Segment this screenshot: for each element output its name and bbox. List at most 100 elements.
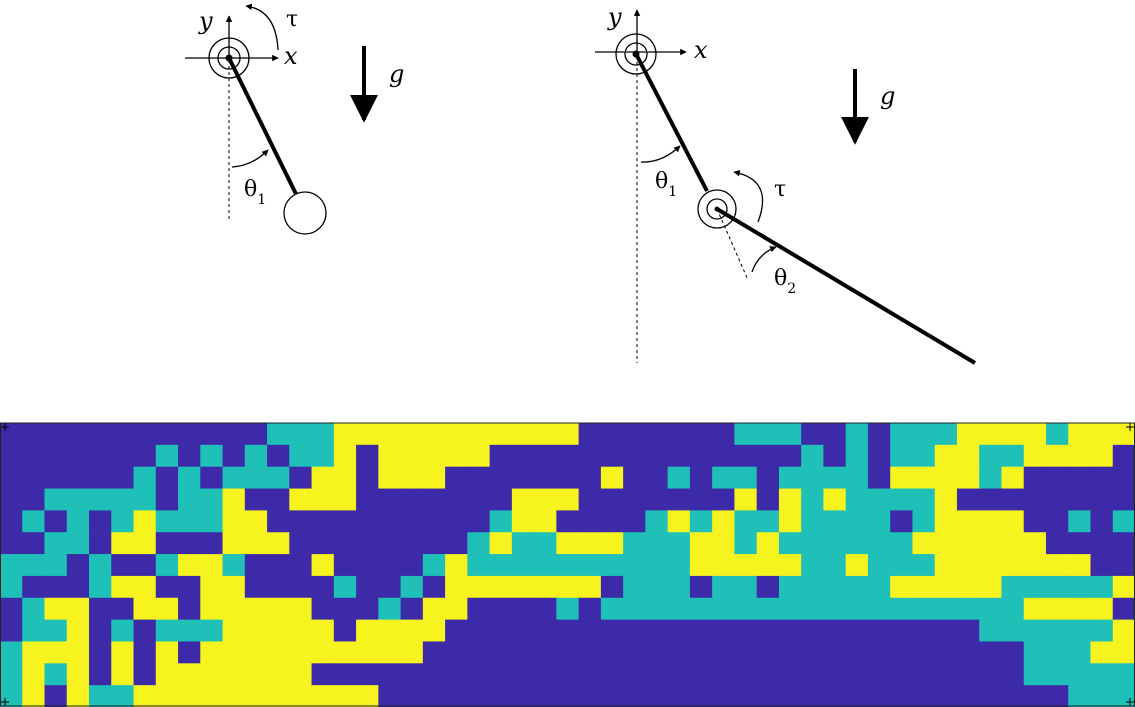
policy-cell bbox=[756, 641, 780, 664]
policy-cell bbox=[712, 488, 736, 511]
policy-cell bbox=[133, 619, 157, 643]
policy-cell bbox=[867, 532, 891, 555]
policy-cell bbox=[600, 685, 624, 707]
policy-cell bbox=[667, 488, 691, 511]
policy-cell bbox=[979, 597, 1003, 621]
policy-cell bbox=[1023, 532, 1047, 555]
policy-cell bbox=[979, 444, 1003, 468]
policy-cell bbox=[445, 466, 468, 490]
policy-cell bbox=[467, 444, 491, 468]
policy-cell bbox=[311, 663, 335, 686]
policy-cell bbox=[333, 488, 357, 511]
policy-cell bbox=[534, 554, 557, 577]
policy-cell bbox=[422, 597, 446, 621]
policy-cell bbox=[66, 685, 90, 707]
policy-cell bbox=[155, 619, 179, 643]
policy-cell bbox=[378, 488, 402, 511]
policy-cell bbox=[489, 619, 513, 643]
policy-cell bbox=[600, 663, 624, 686]
pendulum-rod bbox=[227, 57, 298, 195]
policy-cell bbox=[178, 663, 201, 686]
policy-cell bbox=[44, 619, 68, 643]
policy-cell bbox=[956, 685, 980, 707]
policy-cell bbox=[979, 685, 1003, 707]
policy-cell bbox=[311, 619, 335, 643]
policy-cell bbox=[133, 554, 157, 577]
angle1-arc bbox=[640, 145, 681, 163]
policy-cell bbox=[511, 641, 535, 664]
policy-cell bbox=[378, 619, 402, 643]
policy-cell bbox=[556, 663, 580, 686]
policy-cell bbox=[778, 510, 802, 533]
policy-cell bbox=[623, 575, 646, 599]
policy-cell bbox=[956, 466, 980, 490]
policy-cell bbox=[756, 619, 780, 643]
policy-cell bbox=[1068, 619, 1092, 643]
policy-cell bbox=[44, 466, 68, 490]
policy-cell bbox=[489, 444, 513, 468]
lower-link bbox=[715, 207, 977, 365]
policy-cell bbox=[823, 685, 847, 707]
pivot-inner-ring bbox=[624, 42, 648, 66]
policy-cell bbox=[890, 575, 914, 599]
policy-cell bbox=[200, 423, 224, 446]
policy-cell bbox=[311, 575, 335, 599]
policy-cell bbox=[378, 685, 402, 707]
policy-cell bbox=[756, 575, 780, 599]
angle-subscript: 1 bbox=[257, 192, 266, 208]
policy-cell bbox=[1045, 423, 1069, 446]
policy-cell bbox=[534, 597, 557, 621]
policy-cell bbox=[623, 663, 646, 686]
policy-cell bbox=[111, 619, 135, 643]
policy-cell bbox=[1023, 663, 1047, 686]
policy-cell bbox=[623, 554, 646, 577]
policy-cell bbox=[333, 423, 357, 446]
policy-cell bbox=[823, 488, 847, 511]
policy-cell bbox=[0, 532, 23, 555]
policy-cell bbox=[845, 510, 869, 533]
policy-cell bbox=[178, 510, 201, 533]
policy-cell bbox=[89, 423, 112, 446]
policy-cell bbox=[44, 641, 68, 664]
policy-cell bbox=[1090, 554, 1114, 577]
policy-cell bbox=[1112, 488, 1135, 511]
policy-cell bbox=[578, 663, 602, 686]
policy-cell bbox=[89, 663, 112, 686]
policy-cell bbox=[823, 510, 847, 533]
policy-cell bbox=[578, 466, 602, 490]
policy-cell bbox=[845, 685, 869, 707]
policy-cell bbox=[0, 597, 23, 621]
policy-cell bbox=[756, 444, 780, 468]
policy-cell bbox=[1090, 488, 1114, 511]
single-pendulum-diagram: y x τ θ1 g bbox=[185, 3, 404, 235]
torque-arrow bbox=[245, 3, 279, 51]
policy-cell bbox=[489, 510, 513, 533]
policy-cell bbox=[356, 641, 379, 664]
policy-cell bbox=[867, 597, 891, 621]
policy-cell bbox=[667, 685, 691, 707]
policy-cell bbox=[422, 554, 446, 577]
gravity-label: g bbox=[389, 60, 404, 88]
policy-cell bbox=[356, 532, 379, 555]
policy-cell bbox=[1090, 532, 1114, 555]
policy-cell bbox=[333, 554, 357, 577]
policy-cell bbox=[200, 466, 224, 490]
policy-cell bbox=[689, 663, 713, 686]
policy-cell bbox=[956, 575, 980, 599]
policy-cell bbox=[956, 641, 980, 664]
policy-cell bbox=[934, 575, 958, 599]
policy-cell bbox=[1112, 597, 1135, 621]
policy-cell bbox=[1045, 685, 1069, 707]
policy-cell bbox=[667, 619, 691, 643]
policy-cell bbox=[1023, 641, 1047, 664]
policy-cell bbox=[845, 466, 869, 490]
policy-cell bbox=[511, 532, 535, 555]
policy-cell bbox=[934, 554, 958, 577]
policy-cell bbox=[311, 685, 335, 707]
policy-cell bbox=[1090, 466, 1114, 490]
policy-cell bbox=[890, 423, 914, 446]
policy-cell bbox=[756, 466, 780, 490]
policy-cell bbox=[244, 575, 268, 599]
policy-cell bbox=[378, 575, 402, 599]
policy-cell bbox=[801, 641, 825, 664]
